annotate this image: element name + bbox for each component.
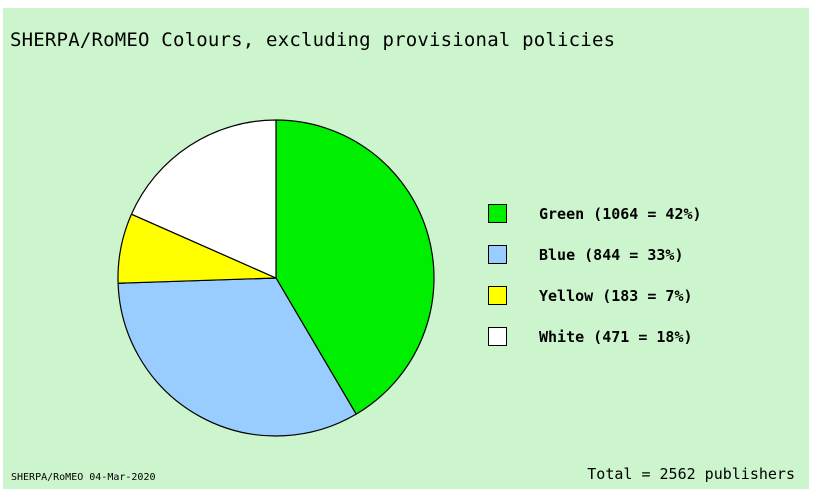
pie-slice-green [275, 119, 435, 415]
legend-swatch-green [488, 204, 507, 223]
total-publishers-label: Total = 2562 publishers [587, 465, 795, 483]
legend-label-blue: Blue (844 = 33%) [539, 246, 684, 264]
legend-swatch-blue [488, 245, 507, 264]
pie-slice-white [130, 119, 277, 279]
source-date-label: SHERPA/RoMEO 04-Mar-2020 [11, 472, 156, 483]
legend-swatch-white [488, 327, 507, 346]
chart-panel: SHERPA/RoMEO Colours, excluding provisio… [3, 8, 809, 489]
pie-slice-blue [117, 277, 357, 437]
legend-label-green: Green (1064 = 42%) [539, 205, 702, 223]
legend-label-yellow: Yellow (183 = 7%) [539, 287, 693, 305]
legend-swatch-yellow [488, 286, 507, 305]
legend-label-white: White (471 = 18%) [539, 328, 693, 346]
pie-chart [117, 119, 435, 437]
chart-title: SHERPA/RoMEO Colours, excluding provisio… [10, 29, 616, 51]
